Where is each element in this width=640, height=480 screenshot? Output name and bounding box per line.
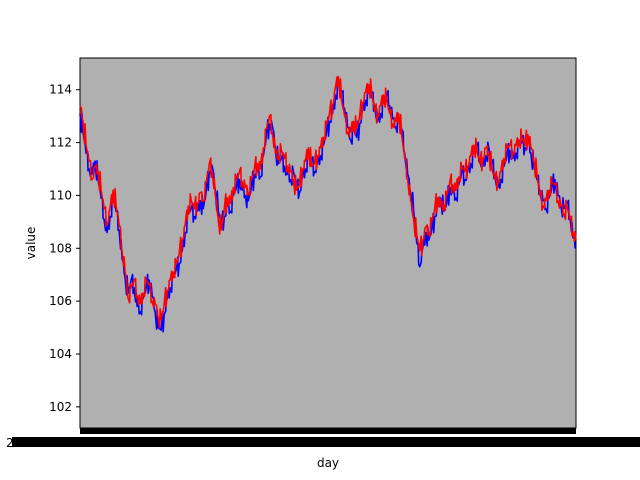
y-tick-label: 108 <box>49 241 72 255</box>
x-tick-label-band <box>12 437 640 447</box>
x-axis-label: day <box>317 456 339 470</box>
series-line-1 <box>79 79 577 333</box>
x-tick-label-first: 2 <box>6 436 14 450</box>
series-group <box>79 75 577 333</box>
y-axis-label: value <box>24 227 38 260</box>
y-tick-label: 110 <box>49 188 72 202</box>
y-tick-label: 106 <box>49 294 72 308</box>
x-axis: 2 <box>6 428 640 450</box>
plot-area <box>79 57 577 429</box>
series-line-2 <box>79 75 577 329</box>
y-tick-label: 112 <box>49 136 72 150</box>
y-tick-label: 102 <box>49 400 72 414</box>
y-axis: 102 104 106 108 110 112 114 <box>49 83 80 414</box>
y-tick-label: 104 <box>49 347 72 361</box>
y-tick-label: 114 <box>49 83 72 97</box>
x-tick-band <box>80 428 576 434</box>
